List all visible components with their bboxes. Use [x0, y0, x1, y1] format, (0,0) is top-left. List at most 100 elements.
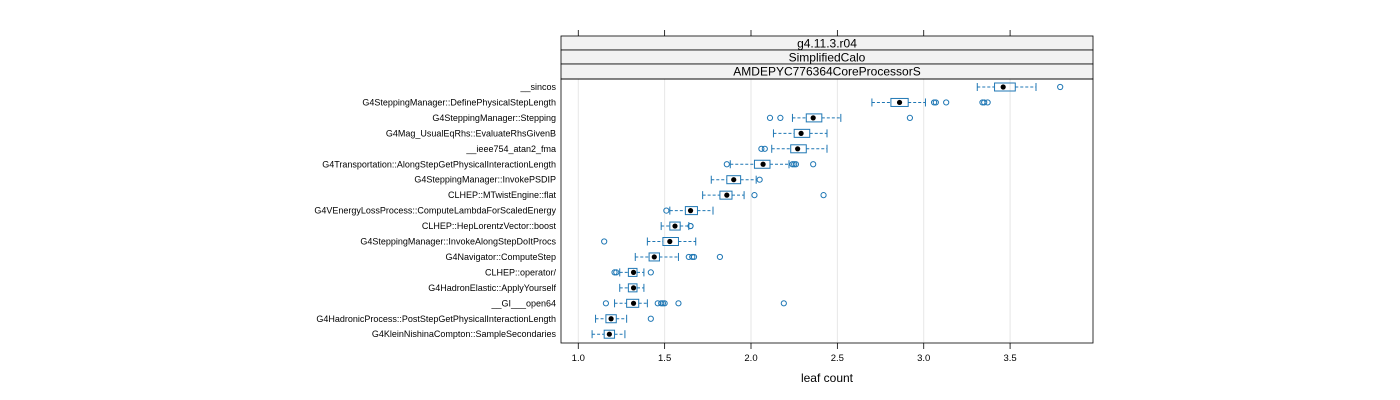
box [627, 283, 638, 293]
outlier-point [661, 300, 668, 307]
box-row [611, 267, 654, 277]
median-dot [795, 146, 801, 152]
category-label: G4SteppingManager::Stepping [432, 113, 556, 123]
x-tick-label: 1.5 [658, 353, 671, 364]
box [793, 128, 811, 138]
outlier-point [756, 176, 763, 183]
median-dot [667, 238, 673, 245]
box-row [663, 206, 714, 216]
median-dot [687, 208, 694, 214]
outlier-point [777, 114, 784, 122]
outlier-point [766, 114, 774, 122]
outlier-point [981, 99, 988, 106]
box-row [619, 283, 645, 293]
category-labels: __sincosG4SteppingManager::DefinePhysica… [314, 82, 556, 339]
box [662, 237, 679, 246]
box-row [591, 329, 626, 339]
outlier-point [751, 192, 758, 199]
category-label: __GI___open64 [490, 298, 556, 308]
x-tick-label: 2.5 [831, 353, 844, 364]
outlier-point [758, 145, 765, 152]
outlier-point [984, 99, 991, 106]
median-dot [672, 223, 678, 229]
x-axis-title: leaf count [801, 371, 854, 385]
box-series [591, 82, 1064, 339]
outlier-point [1057, 83, 1064, 91]
category-label: CLHEP::operator/ [485, 267, 557, 277]
outlier-point [810, 161, 817, 168]
box [626, 298, 640, 308]
box [805, 113, 823, 123]
outlier-point [723, 161, 730, 168]
box-row [710, 175, 763, 185]
category-label: G4SteppingManager::InvokeAlongStepDoItPr… [360, 237, 556, 247]
median-dot [630, 285, 637, 291]
outlier-point [820, 192, 827, 199]
category-label: G4Mag_UsualEqRhs::EvaluateRhsGivenB [386, 128, 556, 138]
x-tick-label: 1.0 [572, 353, 585, 364]
outlier-point [791, 161, 798, 168]
strip-3: AMDEPYC776364CoreProcessorS [560, 63, 1094, 80]
box-row [660, 221, 694, 231]
box-row [976, 82, 1064, 92]
box-row [634, 252, 724, 262]
x-tick-label: 3.5 [1003, 353, 1016, 364]
box [627, 267, 638, 277]
outlier-point [930, 99, 938, 106]
outlier-point [716, 253, 724, 261]
category-label: CLHEP::HepLorentzVector::boost [422, 221, 557, 231]
median-dot [1000, 84, 1006, 90]
category-label: G4SteppingManager::InvokePSDIP [414, 175, 556, 185]
median-dot [810, 115, 816, 121]
category-label: G4Transportation::AlongStepGetPhysicalIn… [322, 159, 556, 169]
outlier-point [687, 222, 694, 230]
outlier-point [906, 114, 914, 122]
median-dot [630, 300, 637, 306]
category-label: G4HadronicProcess::PostStepGetPhysicalIn… [316, 314, 556, 324]
strip-label-3: AMDEPYC776364CoreProcessorS [733, 65, 920, 79]
outlier-point [789, 161, 796, 168]
box [719, 190, 733, 200]
category-label: G4VEnergyLossProcess::ComputeLambdaForSc… [314, 206, 556, 216]
median-dot [896, 99, 903, 106]
box [669, 221, 681, 231]
outlier-point [943, 99, 950, 106]
box [648, 252, 660, 262]
box-row [602, 298, 787, 308]
median-dot [608, 316, 614, 322]
outlier-point [602, 300, 610, 307]
bottom-axis-ticks: 1.0 1.5 2.0 2.5 3.0 3.5 [572, 343, 1017, 364]
box-row [772, 128, 828, 138]
outlier-point [659, 300, 667, 307]
category-label: G4Navigator::ComputeStep [445, 252, 556, 262]
plot-panel [560, 78, 1094, 344]
box-row [702, 190, 827, 200]
box [605, 314, 617, 324]
outlier-point [613, 269, 620, 276]
median-dot [630, 269, 637, 275]
category-label: __sincos [519, 82, 556, 92]
median-dot [798, 130, 804, 136]
box-row [723, 159, 817, 169]
outlier-point [780, 300, 787, 307]
outlier-point [689, 253, 696, 261]
strip-2: SimplifiedCalo [560, 49, 1094, 65]
category-label: CLHEP::MTwistEngine::flat [448, 190, 557, 200]
outlier-point [658, 300, 665, 307]
x-tick-label: 3.0 [917, 353, 930, 364]
outlier-point [663, 207, 670, 214]
outlier-point [647, 315, 654, 322]
median-dot [760, 161, 766, 167]
box-row [595, 314, 654, 324]
outlier-point [647, 269, 654, 276]
box [753, 159, 771, 169]
category-label: G4SteppingManager::DefinePhysicalStepLen… [362, 97, 556, 107]
box-row [758, 144, 828, 154]
outlier-point [611, 269, 618, 276]
box [890, 97, 909, 107]
median-dot [651, 254, 657, 260]
strip-label-2: SimplifiedCalo [789, 51, 866, 65]
outlier-point [761, 145, 768, 152]
box-row [601, 237, 697, 246]
outlier-point [792, 161, 800, 168]
